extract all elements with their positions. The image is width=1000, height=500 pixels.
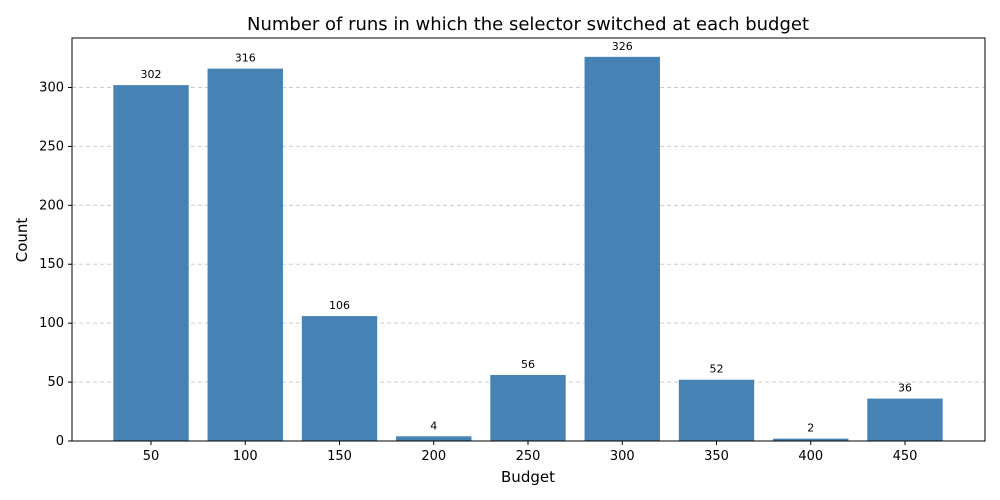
y-tick-label: 300	[39, 80, 64, 95]
bar	[207, 68, 283, 441]
x-tick-label: 350	[704, 449, 729, 464]
y-tick-label: 150	[39, 257, 64, 272]
bar	[490, 375, 566, 441]
bar-data-label: 56	[521, 358, 535, 371]
bar	[867, 398, 943, 441]
bar	[584, 56, 660, 441]
bar	[301, 316, 378, 441]
bar	[773, 438, 849, 441]
x-tick-label: 300	[610, 449, 635, 464]
x-tick-label: 100	[233, 449, 258, 464]
bar	[678, 379, 755, 441]
bar-data-label: 52	[710, 363, 724, 376]
y-tick-label: 250	[39, 139, 64, 154]
data-label-layer: 302 316 106 4 56 326 52 2 36	[141, 40, 913, 435]
bar-data-label: 106	[329, 299, 350, 312]
bars-layer	[113, 56, 943, 441]
x-axis-label: Budget	[501, 468, 555, 486]
chart-title: Number of runs in which the selector swi…	[247, 14, 809, 35]
y-tick-label: 100	[39, 316, 64, 331]
x-tick-label: 250	[516, 449, 541, 464]
bar-data-label: 326	[612, 40, 633, 53]
bar-data-label: 316	[235, 52, 256, 65]
bar	[113, 85, 189, 441]
y-tick-label: 200	[39, 198, 64, 213]
x-tick-label: 200	[421, 449, 446, 464]
x-tick-label: 50	[143, 449, 160, 464]
x-tick-label: 400	[798, 449, 823, 464]
y-axis-label: Count	[13, 218, 31, 263]
bar-data-label: 36	[898, 382, 912, 395]
x-tick-label: 150	[327, 449, 352, 464]
bar	[396, 436, 472, 441]
y-axis-ticks: 0 50 100 150 200 250 300	[39, 80, 72, 449]
bar-data-label: 302	[141, 68, 162, 81]
y-tick-label: 0	[56, 434, 64, 449]
bar-data-label: 4	[430, 419, 437, 432]
y-tick-label: 50	[47, 375, 64, 390]
x-tick-label: 450	[893, 449, 918, 464]
x-axis-ticks: 50 100 150 200 250 300 350 400 450	[143, 441, 918, 464]
plot-frame	[71, 37, 986, 442]
bar-data-label: 2	[807, 422, 814, 435]
